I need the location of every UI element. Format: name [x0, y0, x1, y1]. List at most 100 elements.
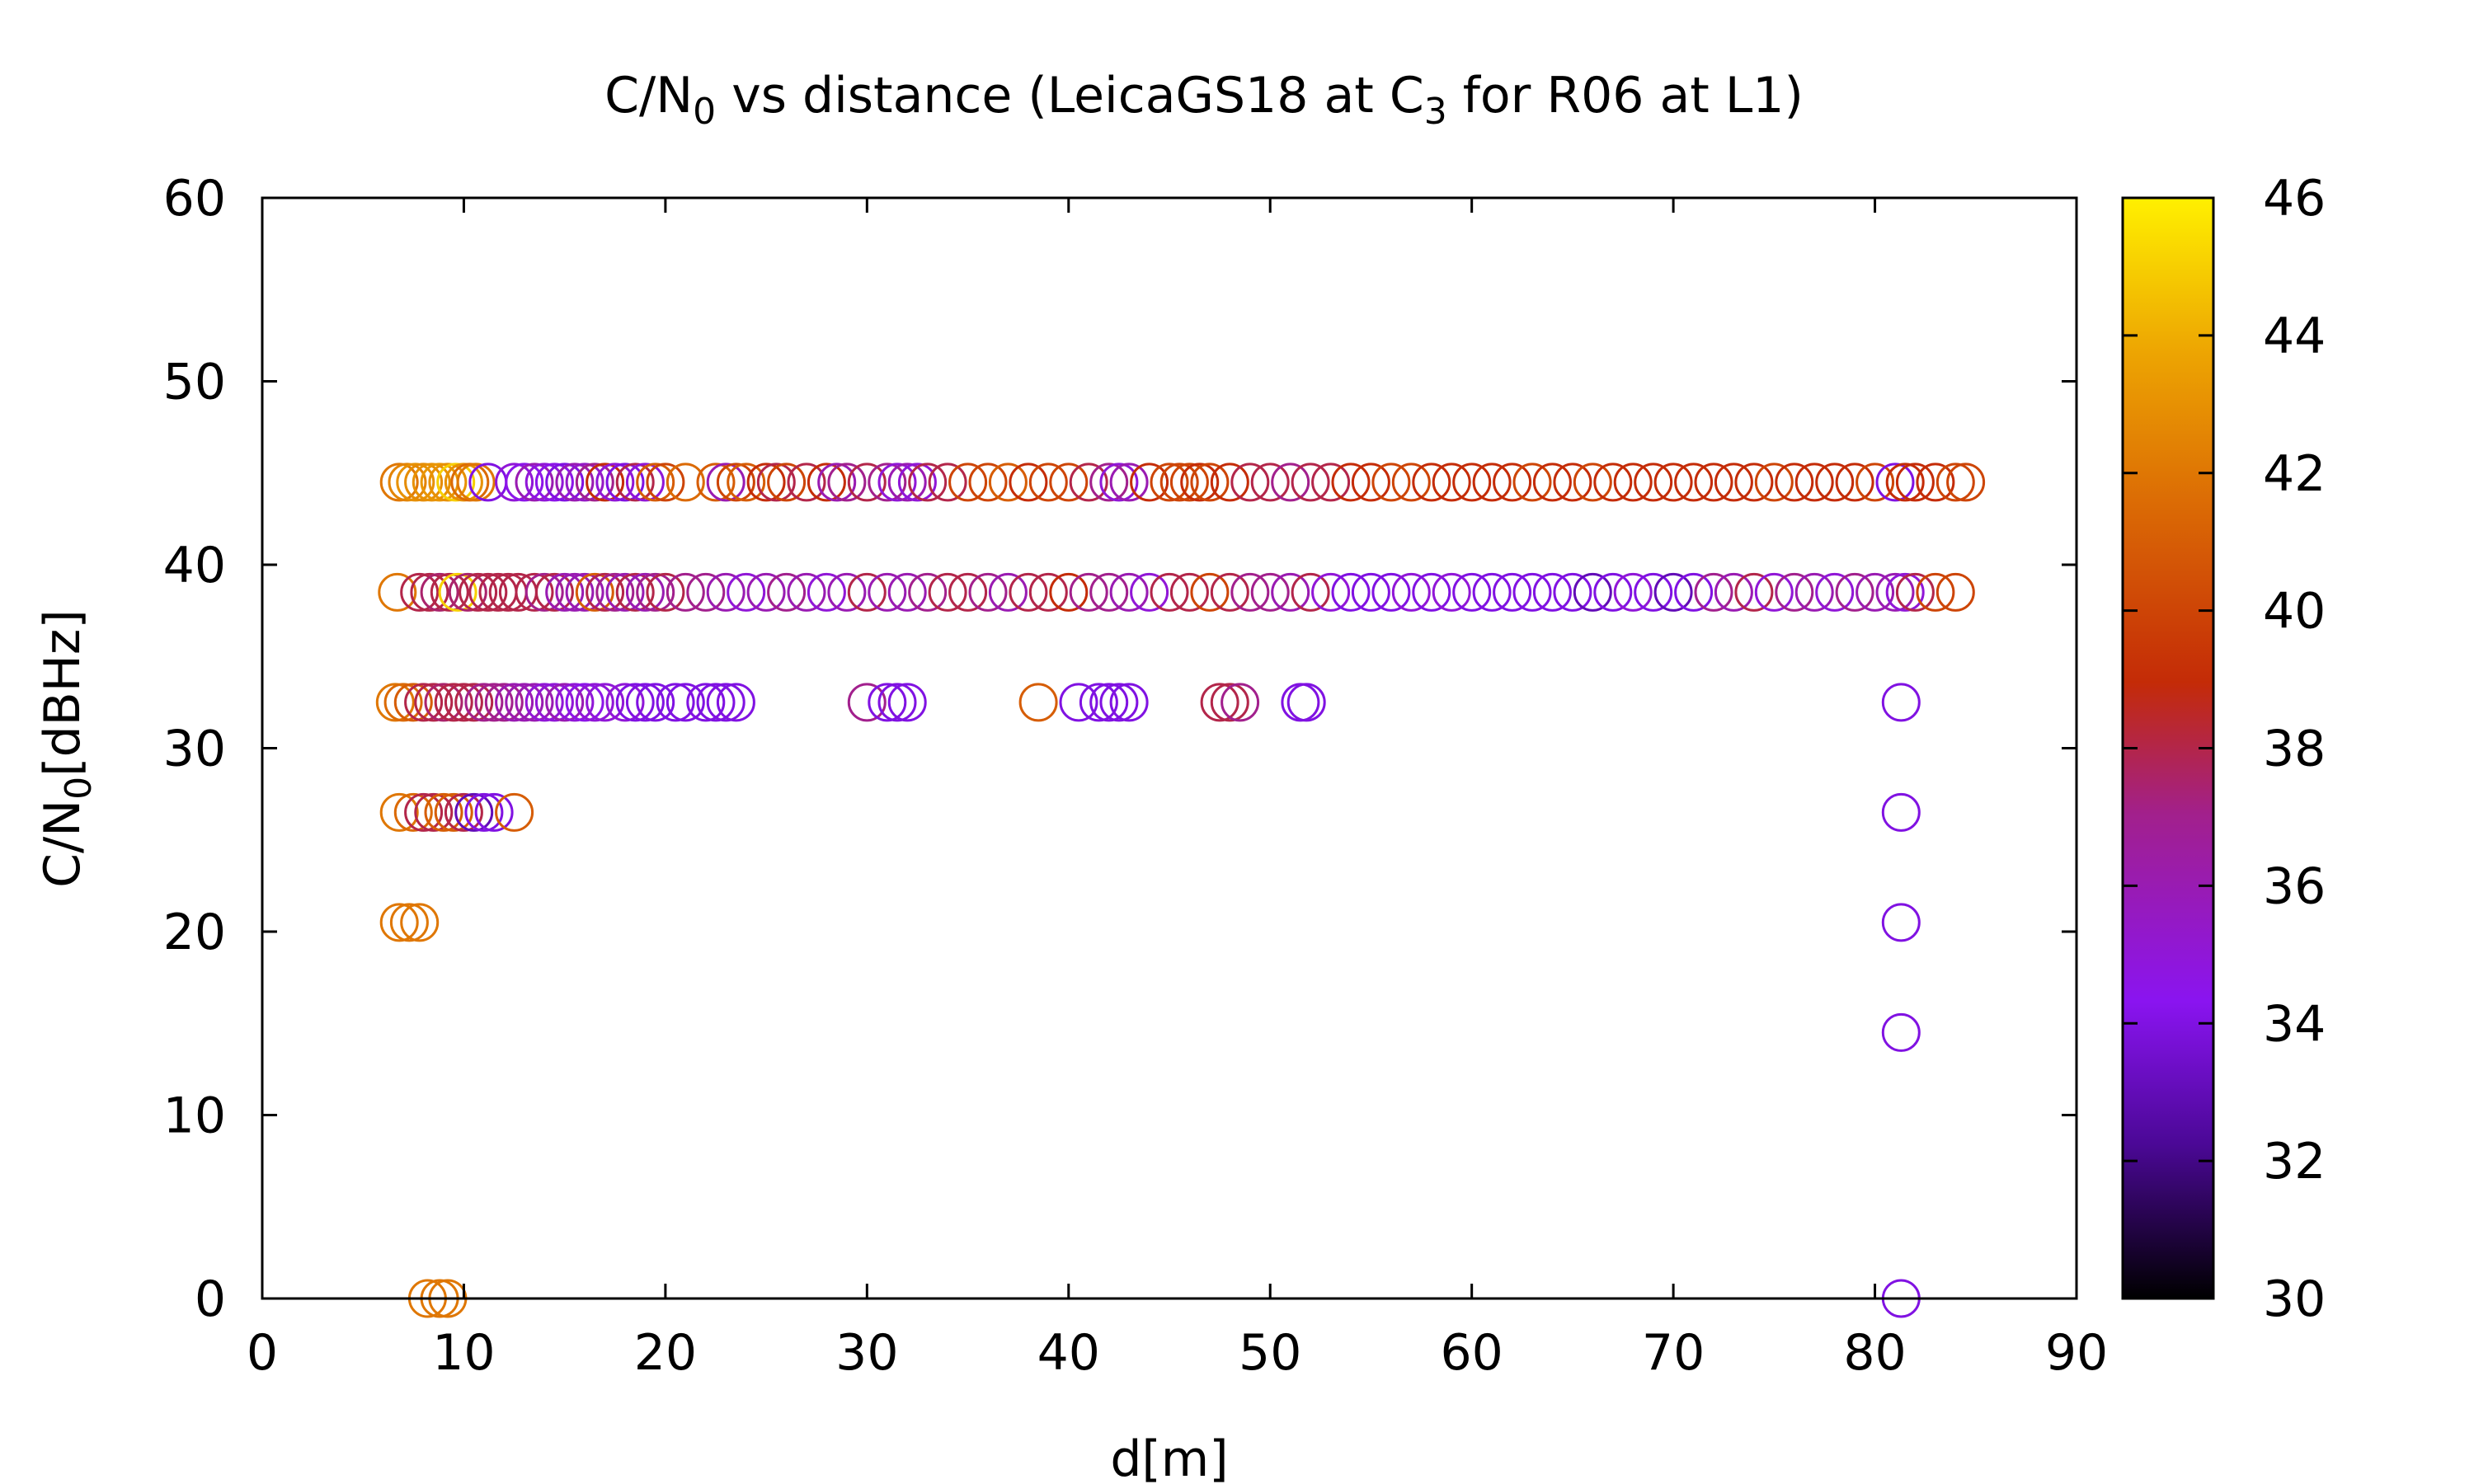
data-point — [495, 792, 534, 832]
data-point — [877, 463, 917, 502]
data-point — [1391, 572, 1431, 612]
data-point — [827, 463, 867, 502]
x-axis-label: d[m] — [1110, 1430, 1228, 1484]
data-point — [666, 463, 705, 502]
data-point — [1734, 572, 1774, 612]
colorbar-tick-label: 46 — [2263, 170, 2326, 228]
data-point — [1130, 572, 1169, 612]
data-point — [1875, 463, 1915, 502]
x-tick-label: 90 — [2045, 1324, 2108, 1382]
data-point — [1221, 683, 1260, 722]
data-point — [1271, 463, 1310, 502]
data-point — [1885, 572, 1925, 612]
data-point — [817, 463, 857, 502]
data-point — [1271, 572, 1310, 612]
data-point — [1099, 463, 1139, 502]
colorbar-tick-label: 34 — [2263, 995, 2326, 1053]
data-point — [1089, 463, 1129, 502]
data-point — [948, 572, 988, 612]
data-point — [727, 463, 766, 502]
data-point — [868, 463, 907, 502]
data-point — [1734, 463, 1774, 502]
data-point — [454, 683, 494, 722]
data-point — [1634, 463, 1673, 502]
data-point — [545, 572, 585, 612]
data-point — [1109, 683, 1149, 722]
data-point — [1210, 463, 1249, 502]
data-point — [515, 572, 554, 612]
y-tick-label: 50 — [163, 354, 226, 411]
data-point — [454, 792, 494, 832]
data-point — [1573, 463, 1612, 502]
data-point — [686, 572, 726, 612]
data-point — [410, 572, 449, 612]
data-point — [515, 683, 554, 722]
data-point — [505, 463, 544, 502]
data-point — [424, 683, 463, 722]
data-point — [948, 463, 988, 502]
data-point — [706, 683, 745, 722]
data-point — [1351, 572, 1390, 612]
data-point — [636, 683, 675, 722]
data-point — [555, 572, 595, 612]
data-point — [716, 463, 755, 502]
data-point — [746, 463, 786, 502]
data-point — [1794, 463, 1834, 502]
colorbar-tick-label: 32 — [2263, 1133, 2326, 1190]
data-point — [827, 572, 867, 612]
data-point — [444, 792, 483, 832]
data-point — [388, 463, 427, 502]
data-point — [605, 463, 645, 502]
data-point — [555, 463, 595, 502]
data-point — [1049, 463, 1089, 502]
data-point — [1291, 463, 1330, 502]
data-point — [1099, 683, 1139, 722]
data-point — [706, 572, 745, 612]
plot-frame — [261, 196, 2078, 1300]
y-tick-label: 30 — [163, 721, 226, 778]
data-point — [524, 463, 564, 502]
colorbar-tick-label: 44 — [2263, 308, 2326, 365]
data-point — [646, 463, 685, 502]
chart-title: C/N0 vs distance (LeicaGS18 at C3 for R0… — [604, 67, 1804, 133]
data-point — [1452, 463, 1492, 502]
colorbar — [2121, 196, 2215, 1300]
data-point — [1169, 572, 1209, 612]
x-tick-label: 50 — [1239, 1324, 1301, 1382]
data-point — [887, 463, 927, 502]
colorbar-axis: 30 32 34 36 38 40 42 44 46 — [2123, 170, 2326, 1328]
data-point — [988, 463, 1028, 502]
data-point — [666, 572, 705, 612]
data-point — [1049, 572, 1089, 612]
data-point — [968, 572, 1008, 612]
data-point — [1835, 463, 1874, 502]
data-point — [1432, 572, 1471, 612]
data-point — [615, 572, 655, 612]
data-point — [625, 683, 665, 722]
data-point — [1150, 572, 1189, 612]
data-point — [1532, 463, 1572, 502]
data-point — [1009, 463, 1048, 502]
data-point — [767, 463, 807, 502]
x-tick-label: 80 — [1843, 1324, 1906, 1382]
x-tick-label: 20 — [634, 1324, 697, 1382]
data-point — [1512, 572, 1552, 612]
data-point — [1613, 572, 1653, 612]
data-point — [586, 683, 625, 722]
colorbar-tick-label: 36 — [2263, 857, 2326, 915]
data-point — [1593, 572, 1633, 612]
data-point — [1935, 572, 1975, 612]
data-point — [464, 683, 504, 722]
data-point — [847, 463, 887, 502]
colorbar-tick-label: 40 — [2263, 583, 2326, 641]
data-point — [1493, 572, 1532, 612]
data-point — [1250, 572, 1290, 612]
data-point — [468, 572, 508, 612]
data-point — [1069, 463, 1108, 502]
data-point — [586, 463, 625, 502]
data-point — [1856, 463, 1895, 502]
data-point — [1694, 572, 1733, 612]
data-point — [400, 903, 440, 942]
data-point — [908, 572, 948, 612]
data-point — [1250, 463, 1290, 502]
